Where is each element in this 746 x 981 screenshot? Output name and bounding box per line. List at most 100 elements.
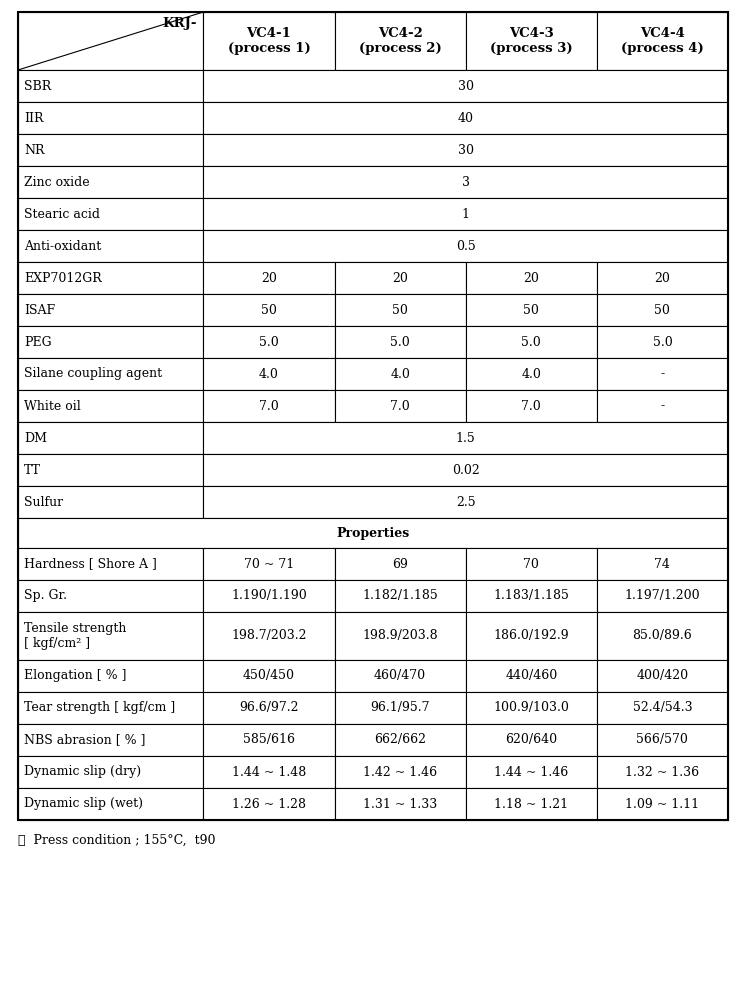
- Text: Properties: Properties: [336, 527, 410, 540]
- Bar: [204, 422, 728, 454]
- Text: 3: 3: [462, 176, 470, 188]
- Text: 100.9/103.0: 100.9/103.0: [493, 701, 569, 714]
- Bar: [334, 660, 466, 692]
- Bar: [334, 262, 466, 294]
- Bar: [18, 262, 204, 294]
- Text: 2.5: 2.5: [456, 495, 475, 508]
- Text: Tear strength [ kgf/cm ]: Tear strength [ kgf/cm ]: [24, 701, 175, 714]
- Text: 1.44 ~ 1.48: 1.44 ~ 1.48: [232, 765, 306, 779]
- Bar: [18, 358, 204, 390]
- Bar: [204, 788, 334, 820]
- Bar: [18, 102, 204, 134]
- Text: VC4-2
(process 2): VC4-2 (process 2): [359, 27, 442, 55]
- Bar: [18, 134, 204, 166]
- Text: 0.02: 0.02: [452, 463, 480, 477]
- Bar: [204, 166, 728, 198]
- Text: 1.182/1.185: 1.182/1.185: [363, 590, 438, 602]
- Text: 1: 1: [462, 208, 470, 221]
- Bar: [466, 788, 597, 820]
- Text: 1.09 ~ 1.11: 1.09 ~ 1.11: [625, 798, 700, 810]
- Bar: [204, 692, 334, 724]
- Bar: [204, 548, 334, 580]
- Bar: [466, 390, 597, 422]
- Text: 186.0/192.9: 186.0/192.9: [493, 630, 569, 643]
- Bar: [18, 230, 204, 262]
- Bar: [466, 580, 597, 612]
- Bar: [18, 788, 204, 820]
- Bar: [466, 294, 597, 326]
- Text: 30: 30: [457, 143, 474, 157]
- Bar: [334, 548, 466, 580]
- Text: Dynamic slip (dry): Dynamic slip (dry): [24, 765, 141, 779]
- Bar: [18, 756, 204, 788]
- Bar: [334, 358, 466, 390]
- Text: Stearic acid: Stearic acid: [24, 208, 100, 221]
- Text: Zinc oxide: Zinc oxide: [24, 176, 90, 188]
- Bar: [204, 12, 334, 70]
- Text: 50: 50: [392, 303, 408, 317]
- Text: 20: 20: [654, 272, 671, 284]
- Bar: [18, 326, 204, 358]
- Bar: [466, 358, 597, 390]
- Bar: [18, 166, 204, 198]
- Bar: [204, 660, 334, 692]
- Bar: [466, 326, 597, 358]
- Text: 440/460: 440/460: [505, 669, 557, 683]
- Text: IIR: IIR: [24, 112, 43, 125]
- Text: VC4-3
(process 3): VC4-3 (process 3): [490, 27, 573, 55]
- Text: 7.0: 7.0: [259, 399, 279, 412]
- Text: Silane coupling agent: Silane coupling agent: [24, 368, 162, 381]
- Bar: [18, 660, 204, 692]
- Text: 7.0: 7.0: [390, 399, 410, 412]
- Text: 50: 50: [654, 303, 671, 317]
- Bar: [204, 230, 728, 262]
- Bar: [597, 294, 728, 326]
- Text: 4.0: 4.0: [390, 368, 410, 381]
- Bar: [597, 724, 728, 756]
- Text: 1.31 ~ 1.33: 1.31 ~ 1.33: [363, 798, 437, 810]
- Bar: [334, 756, 466, 788]
- Text: Dynamic slip (wet): Dynamic slip (wet): [24, 798, 143, 810]
- Bar: [597, 262, 728, 294]
- Text: VC4-4
(process 4): VC4-4 (process 4): [621, 27, 703, 55]
- Text: 566/570: 566/570: [636, 734, 689, 747]
- Text: -: -: [660, 368, 665, 381]
- Text: 70: 70: [523, 557, 539, 571]
- Bar: [466, 692, 597, 724]
- Bar: [204, 358, 334, 390]
- Bar: [18, 518, 728, 548]
- Text: 620/640: 620/640: [505, 734, 557, 747]
- Bar: [466, 660, 597, 692]
- Text: TT: TT: [24, 463, 41, 477]
- Text: 585/616: 585/616: [243, 734, 295, 747]
- Bar: [597, 756, 728, 788]
- Bar: [204, 756, 334, 788]
- Text: 198.9/203.8: 198.9/203.8: [363, 630, 438, 643]
- Bar: [18, 294, 204, 326]
- Text: 1.197/1.200: 1.197/1.200: [624, 590, 700, 602]
- Bar: [18, 724, 204, 756]
- Bar: [466, 756, 597, 788]
- Bar: [334, 580, 466, 612]
- Bar: [597, 788, 728, 820]
- Text: 20: 20: [392, 272, 408, 284]
- Text: 5.0: 5.0: [521, 336, 541, 348]
- Bar: [334, 788, 466, 820]
- Text: 198.7/203.2: 198.7/203.2: [231, 630, 307, 643]
- Bar: [204, 70, 728, 102]
- Bar: [334, 612, 466, 660]
- Bar: [334, 692, 466, 724]
- Text: -: -: [660, 399, 665, 412]
- Text: 74: 74: [654, 557, 671, 571]
- Text: 20: 20: [261, 272, 277, 284]
- Bar: [597, 612, 728, 660]
- Bar: [204, 198, 728, 230]
- Text: Hardness [ Shore A ]: Hardness [ Shore A ]: [24, 557, 157, 571]
- Bar: [18, 70, 204, 102]
- Text: SBR: SBR: [24, 79, 51, 92]
- Text: 7.0: 7.0: [521, 399, 541, 412]
- Bar: [597, 548, 728, 580]
- Bar: [466, 612, 597, 660]
- Text: 662/662: 662/662: [374, 734, 426, 747]
- Bar: [204, 454, 728, 486]
